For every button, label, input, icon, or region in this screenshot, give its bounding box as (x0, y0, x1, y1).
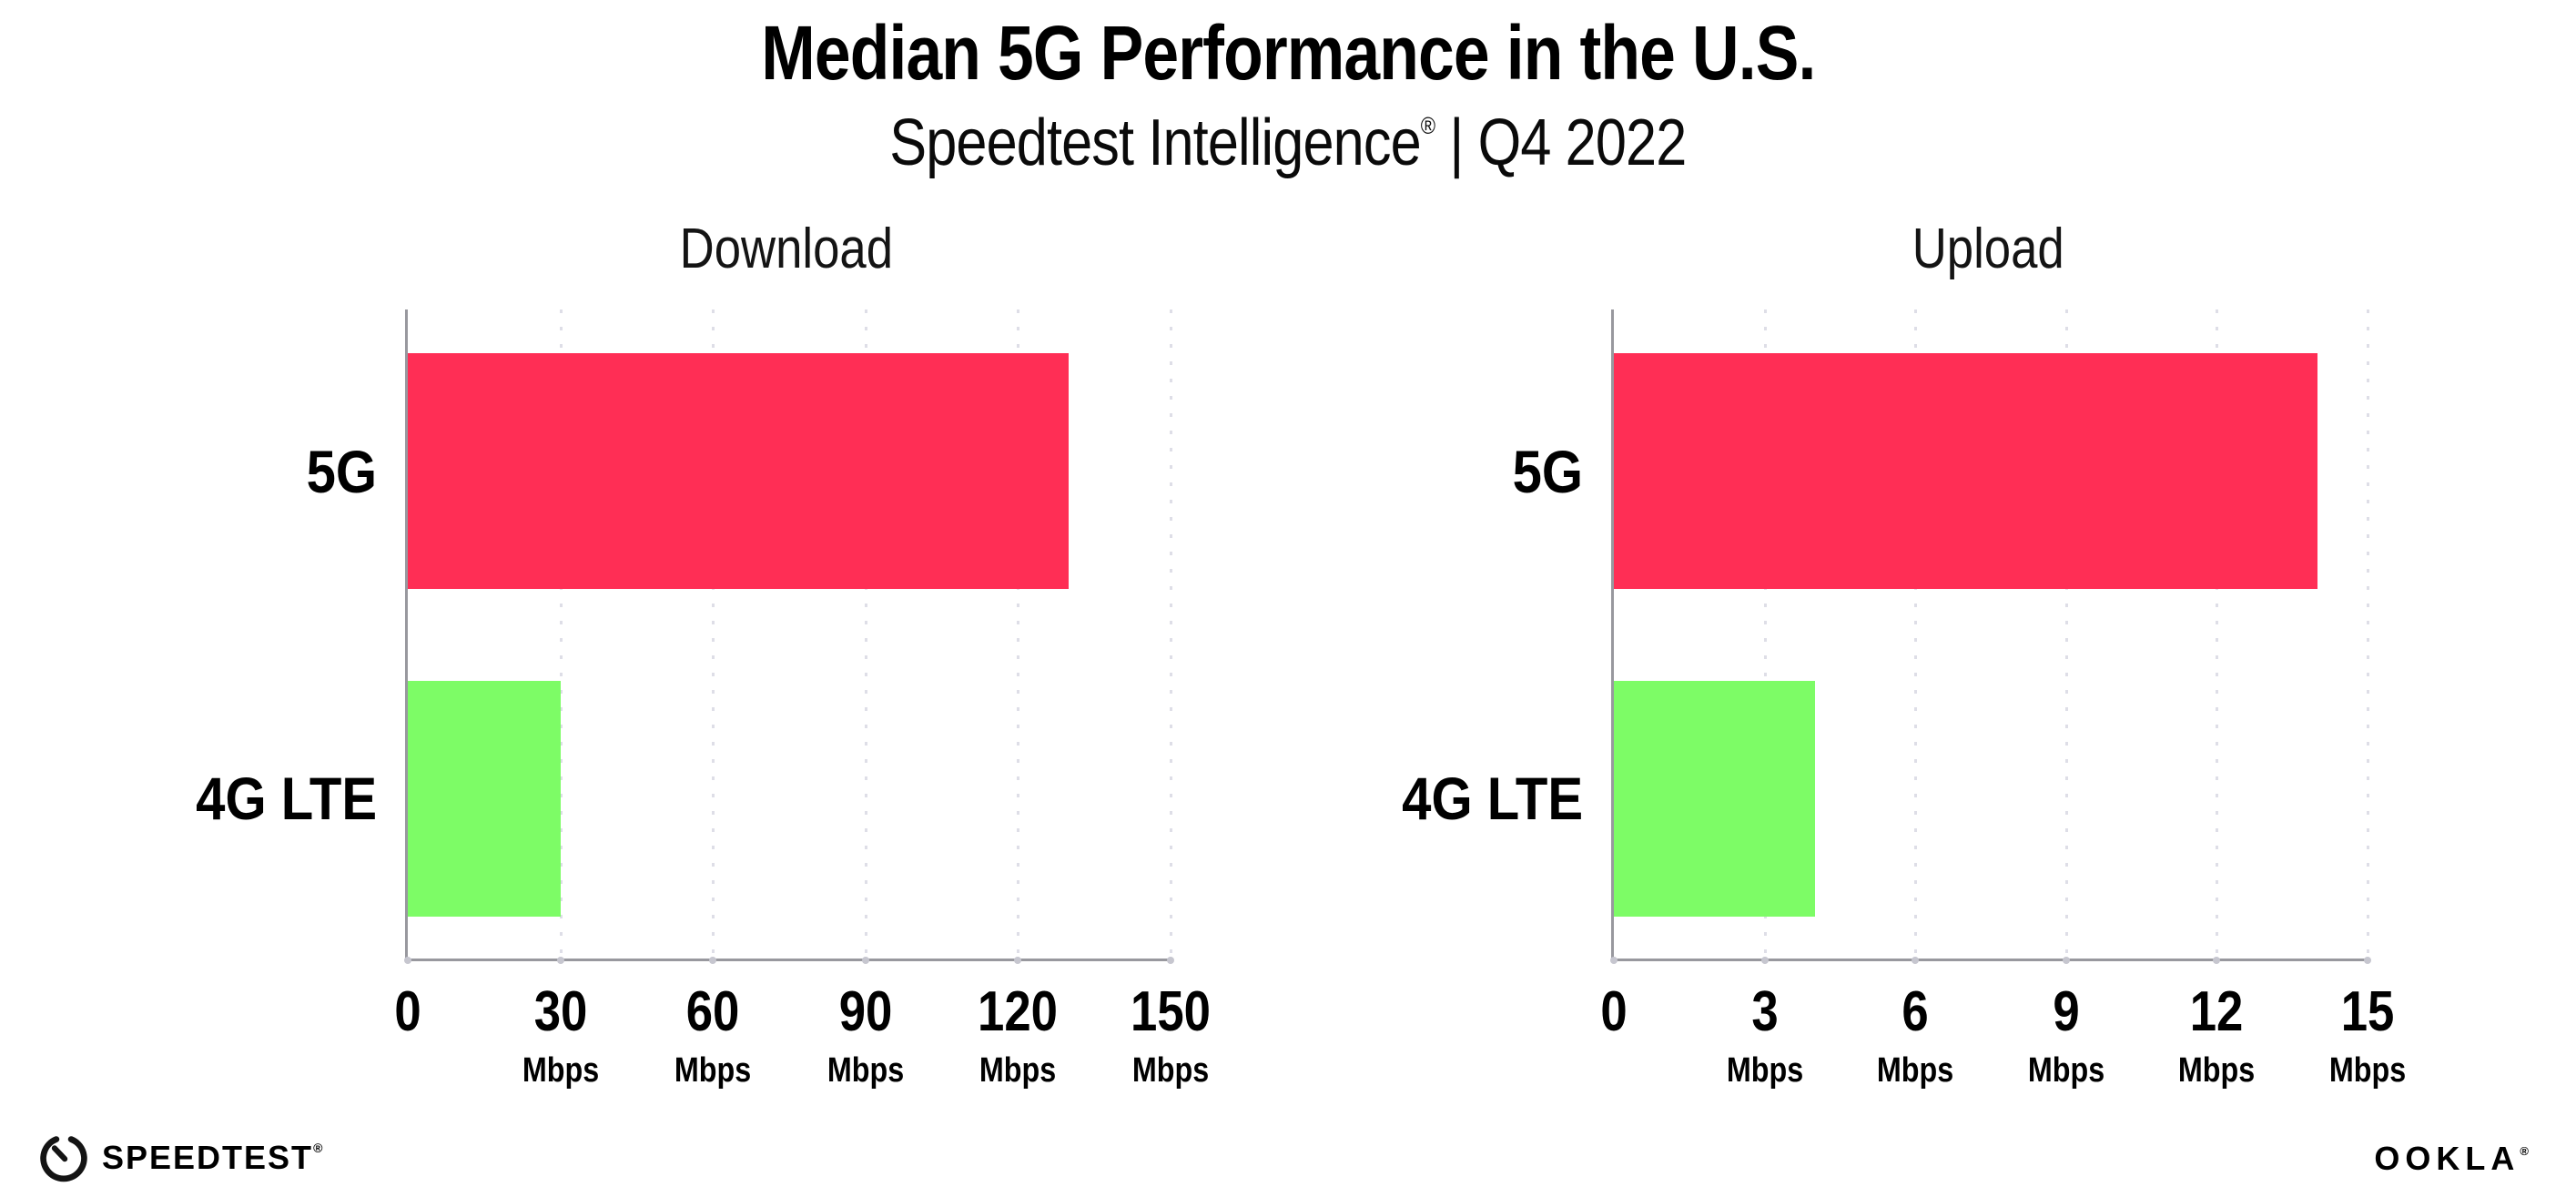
x-tick-label-12: 12 Mbps (2178, 980, 2256, 1090)
x-tick-label-60: 60 Mbps (674, 980, 752, 1090)
page-subtitle: Speedtest Intelligence® | Q4 2022 (0, 106, 2576, 180)
gridline-x-90 (864, 309, 867, 959)
x-tick-value: 0 (1600, 980, 1628, 1043)
page-title: Median 5G Performance in the U.S. (0, 13, 2576, 93)
chart-title-download-text: Download (679, 218, 894, 280)
x-tick-unit: Mbps (1877, 1051, 1954, 1090)
x-tick-label-15: 15 Mbps (2328, 980, 2407, 1090)
x-tick-value: 0 (394, 980, 421, 1043)
speedtest-logo: SPEEDTEST® (38, 1132, 324, 1183)
y-category-label-5g: 5G (1512, 438, 1583, 506)
gridline-x-3 (1763, 309, 1767, 959)
x-tick-unit: Mbps (674, 1051, 752, 1090)
ookla-logo: OOKLA® (2374, 1140, 2534, 1178)
speedtest-wordmark: SPEEDTEST® (102, 1139, 324, 1177)
bar-5g-download (408, 353, 1070, 590)
x-tick-label-90: 90 Mbps (827, 980, 904, 1090)
tick-mark-x-150 (1167, 957, 1174, 964)
x-tick-label-150: 150 Mbps (1131, 980, 1211, 1090)
x-tick-unit: Mbps (1131, 1051, 1210, 1090)
tick-mark-x-60 (709, 957, 717, 964)
x-tick-label-3: 3 Mbps (1726, 980, 1803, 1090)
gridline-x-60 (712, 309, 715, 959)
x-tick-value: 3 (1750, 980, 1779, 1043)
tick-mark-x-6 (1912, 957, 1920, 964)
tick-mark-x-15 (2364, 957, 2371, 964)
x-tick-label-30: 30 Mbps (522, 980, 599, 1090)
x-tick-value: 60 (685, 980, 740, 1043)
tick-mark-x-0 (1610, 957, 1618, 964)
bar-4g-lte-upload (1614, 680, 1815, 917)
tick-mark-x-90 (861, 957, 869, 964)
x-tick-unit: Mbps (2027, 1051, 2104, 1090)
x-tick-value: 120 (978, 980, 1059, 1043)
chart-title-upload: Upload (1611, 217, 2365, 281)
x-tick-unit: Mbps (1726, 1051, 1803, 1090)
chart-title-upload-text: Upload (1912, 218, 2064, 280)
page-title-text: Median 5G Performance in the U.S. (760, 10, 1816, 96)
ookla-wordmark-text: OOKLA (2374, 1140, 2520, 1177)
y-category-label-5g: 5G (306, 438, 377, 506)
x-tick-unit: Mbps (2178, 1051, 2256, 1090)
x-tick-value: 150 (1131, 980, 1211, 1043)
x-tick-unit: Mbps (827, 1051, 904, 1090)
x-tick-label-0: 0 (394, 984, 421, 1040)
download-chart-plot: 0 30 Mbps 60 Mbps 90 Mbps 120 Mbps 150 Mbps 5G 4G LT… (196, 309, 1211, 1088)
x-tick-label-0: 0 (1600, 984, 1627, 1040)
tick-mark-x-120 (1014, 957, 1022, 964)
x-tick-unit: Mbps (979, 1051, 1057, 1090)
ookla-registered-mark: ® (2520, 1144, 2534, 1158)
y-category-label-4g-lte: 4G LTE (195, 765, 377, 833)
tick-mark-x-9 (2062, 957, 2070, 964)
x-tick-label-6: 6 Mbps (1877, 980, 1954, 1090)
x-tick-value: 15 (2340, 980, 2395, 1043)
tick-mark-x-30 (556, 957, 564, 964)
header: Median 5G Performance in the U.S. Speedt… (0, 13, 2576, 180)
x-tick-value: 9 (2053, 980, 2080, 1043)
speedtest-wordmark-text: SPEEDTEST (102, 1139, 314, 1176)
x-tick-unit: Mbps (522, 1051, 599, 1090)
page-subtitle-text: Speedtest Intelligence® | Q4 2022 (889, 106, 1688, 180)
upload-chart-plot: 0 3 Mbps 6 Mbps 9 Mbps 12 Mbps 15 Mbps 5G 4G LTE (1402, 309, 2406, 1088)
subtitle-product: Speedtest Intelligence (889, 107, 1421, 180)
bar-4g-lte-download (408, 680, 561, 917)
registered-mark-icon: ® (1420, 112, 1435, 140)
gridline-x-30 (559, 309, 563, 959)
x-tick-value: 12 (2190, 980, 2244, 1043)
gridline-x-12 (2216, 309, 2219, 959)
chart-title-download: Download (405, 217, 1168, 281)
speedtest-gauge-icon (40, 1136, 87, 1182)
gridline-x-6 (1914, 309, 1918, 959)
x-tick-value: 6 (1902, 980, 1929, 1043)
gridline-x-120 (1017, 309, 1020, 959)
subtitle-quarter: | Q4 2022 (1449, 107, 1688, 180)
x-tick-label-9: 9 Mbps (2027, 980, 2104, 1090)
x-tick-value: 30 (533, 980, 587, 1043)
tick-mark-x-0 (404, 957, 411, 964)
tick-mark-x-3 (1760, 957, 1769, 964)
bar-5g-upload (1614, 353, 2317, 590)
gridline-x-15 (2367, 309, 2369, 959)
speedtest-registered-mark: ® (313, 1141, 325, 1155)
x-tick-value: 90 (838, 980, 893, 1043)
gridline-x-150 (1170, 309, 1172, 959)
tick-mark-x-12 (2213, 957, 2221, 964)
gridline-x-9 (2064, 309, 2068, 959)
y-category-label-4g-lte: 4G LTE (1401, 765, 1583, 833)
x-tick-label-120: 120 Mbps (978, 980, 1059, 1090)
x-tick-unit: Mbps (2328, 1051, 2407, 1090)
